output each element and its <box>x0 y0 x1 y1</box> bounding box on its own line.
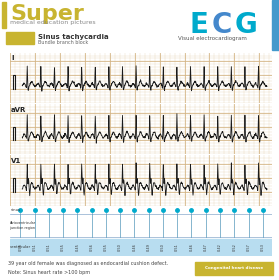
Text: Congenital heart disease: Congenital heart disease <box>205 266 263 270</box>
Text: 0.51: 0.51 <box>175 243 179 251</box>
Text: Note: Sinus heart rate >100 bpm: Note: Sinus heart rate >100 bpm <box>8 270 90 276</box>
Text: Atrioventricular
junction region: Atrioventricular junction region <box>10 221 37 230</box>
Text: 0.57: 0.57 <box>247 243 251 251</box>
Text: 0.51: 0.51 <box>33 243 37 251</box>
Text: 0.51: 0.51 <box>47 243 51 251</box>
Text: 0.45: 0.45 <box>75 243 79 251</box>
Text: G: G <box>235 11 258 39</box>
Text: I: I <box>11 55 14 61</box>
Text: medical education pictures: medical education pictures <box>10 20 96 25</box>
Text: 0.53: 0.53 <box>261 243 265 251</box>
Bar <box>6 32 34 44</box>
Text: Sinus tachycardia: Sinus tachycardia <box>38 34 108 39</box>
Text: 0.50: 0.50 <box>161 243 165 251</box>
Text: Super: Super <box>10 4 84 24</box>
Text: ventricular: ventricular <box>10 245 32 249</box>
Text: 0.42: 0.42 <box>218 243 222 251</box>
Bar <box>272 0 279 50</box>
Text: 0.47: 0.47 <box>204 243 208 251</box>
Bar <box>195 262 273 275</box>
Text: Visual electrocardiogram: Visual electrocardiogram <box>178 36 246 41</box>
Text: C: C <box>212 11 232 39</box>
Text: 0.56: 0.56 <box>90 243 94 251</box>
Text: 0.56: 0.56 <box>18 243 22 251</box>
Text: 0.55: 0.55 <box>61 243 65 251</box>
Text: aVR: aVR <box>11 107 27 113</box>
Text: Bundle branch block: Bundle branch block <box>38 40 88 45</box>
Text: 0.49: 0.49 <box>147 243 151 251</box>
Bar <box>2 1 6 28</box>
Text: 39 year old female was diagnosed as endocardial cushion defect.: 39 year old female was diagnosed as endo… <box>8 261 169 266</box>
Text: sinus: sinus <box>10 208 20 212</box>
Text: 0.55: 0.55 <box>104 243 108 251</box>
Text: 0.46: 0.46 <box>189 243 194 251</box>
Text: V1: V1 <box>11 158 21 164</box>
Text: 0.50: 0.50 <box>118 243 122 251</box>
Text: 0.52: 0.52 <box>232 243 236 251</box>
Text: 0.46: 0.46 <box>133 243 136 251</box>
Text: E: E <box>189 11 208 39</box>
Bar <box>10 239 272 256</box>
